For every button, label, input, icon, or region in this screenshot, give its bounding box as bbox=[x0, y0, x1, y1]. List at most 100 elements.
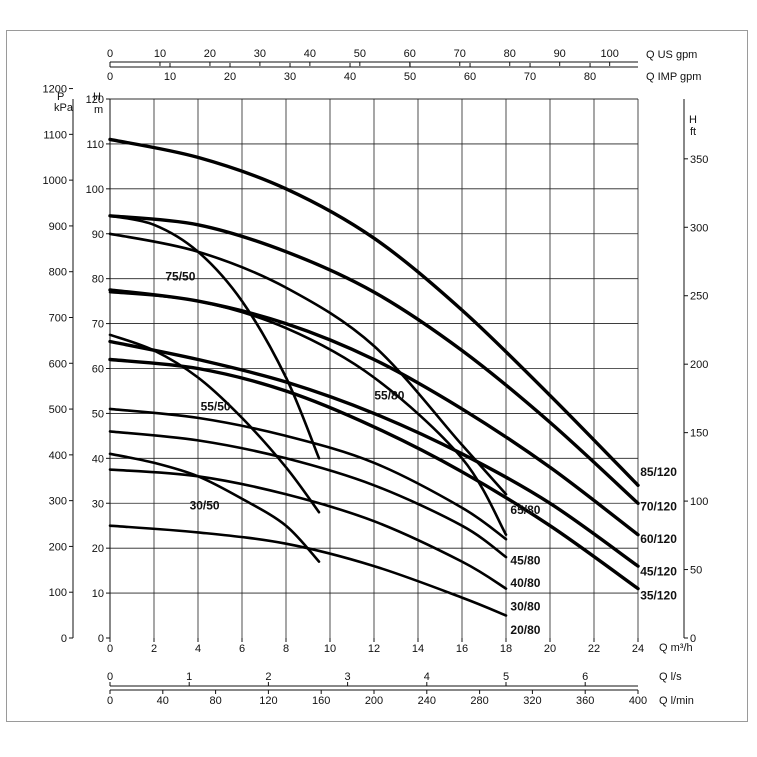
head-ft-tick-label: 250 bbox=[690, 291, 708, 303]
us_gpm-tick-label: 40 bbox=[304, 48, 316, 60]
pressure-unit-label: kPa bbox=[54, 102, 74, 114]
pressure-tick-label: 1100 bbox=[43, 129, 67, 141]
us_gpm-tick-label: 80 bbox=[504, 48, 516, 60]
head-m-tick-label: 10 bbox=[92, 588, 104, 600]
m3h-tick-label: 2 bbox=[151, 643, 157, 655]
m3h-tick-label: 24 bbox=[632, 643, 644, 655]
imp_gpm-tick-label: 50 bbox=[404, 71, 416, 83]
ls-tick-label: 1 bbox=[186, 671, 192, 683]
axes: 0102030405060708090100110120010020030040… bbox=[43, 48, 709, 707]
head-m-tick-label: 120 bbox=[86, 94, 104, 106]
head-ft-tick-label: 200 bbox=[690, 359, 708, 371]
head-m-tick-label: 100 bbox=[86, 184, 104, 196]
curve-20-80 bbox=[108, 524, 508, 617]
pressure-axis-title: P bbox=[57, 91, 64, 103]
imp_gpm-tick-label: 10 bbox=[164, 71, 176, 83]
ls-axis-title: Q l/s bbox=[659, 671, 682, 683]
m3h-tick-label: 8 bbox=[283, 643, 289, 655]
m3h-tick-label: 4 bbox=[195, 643, 201, 655]
head-m-tick-label: 30 bbox=[92, 498, 104, 510]
lmin-tick-label: 200 bbox=[365, 695, 383, 707]
m3h-tick-label: 0 bbox=[107, 643, 113, 655]
curve-label-45-120: 45/120 bbox=[640, 565, 677, 579]
head-ft-tick-label: 0 bbox=[690, 633, 696, 645]
us_gpm-tick-label: 70 bbox=[454, 48, 466, 60]
lmin-tick-label: 360 bbox=[576, 695, 594, 707]
pressure-tick-label: 1200 bbox=[43, 84, 67, 96]
pressure-tick-label: 500 bbox=[49, 404, 67, 416]
head-ft-tick-label: 300 bbox=[690, 222, 708, 234]
us_gpm-tick-label: 20 bbox=[204, 48, 216, 60]
head-m-tick-label: 60 bbox=[92, 364, 104, 376]
curve-label-55-50: 55/50 bbox=[201, 400, 231, 414]
curve-label-65-80: 65/80 bbox=[510, 503, 540, 517]
us_gpm-tick-label: 90 bbox=[554, 48, 566, 60]
curve-55-80 bbox=[108, 290, 508, 536]
us_gpm-tick-label: 100 bbox=[600, 48, 618, 60]
pressure-tick-label: 0 bbox=[61, 633, 67, 645]
head-ft-tick-label: 50 bbox=[690, 565, 702, 577]
curve-30-50 bbox=[108, 452, 321, 563]
curve-35-120 bbox=[108, 357, 640, 591]
imp_gpm-tick-label: 30 bbox=[284, 71, 296, 83]
curve-45-120 bbox=[108, 339, 640, 568]
lmin-tick-label: 400 bbox=[629, 695, 647, 707]
head-ft-tick-label: 100 bbox=[690, 496, 708, 508]
m3h-tick-label: 18 bbox=[500, 643, 512, 655]
pressure-tick-label: 400 bbox=[49, 450, 67, 462]
curve-label-40-80: 40/80 bbox=[510, 576, 540, 590]
ls-tick-label: 5 bbox=[503, 671, 509, 683]
m3h-tick-label: 22 bbox=[588, 643, 600, 655]
curve-45-80 bbox=[108, 407, 508, 541]
pressure-tick-label: 100 bbox=[49, 587, 67, 599]
head-m-tick-label: 20 bbox=[92, 543, 104, 555]
head-ft-axis-title: H bbox=[689, 114, 697, 126]
head-m-tick-label: 80 bbox=[92, 274, 104, 286]
curve-40-80 bbox=[108, 430, 508, 559]
m3h-axis-title: Q m³/h bbox=[659, 642, 693, 654]
imp_gpm-tick-label: 20 bbox=[224, 71, 236, 83]
m3h-tick-label: 6 bbox=[239, 643, 245, 655]
head-m-tick-label: 40 bbox=[92, 453, 104, 465]
head-m-tick-label: 50 bbox=[92, 408, 104, 420]
lmin-tick-label: 320 bbox=[523, 695, 541, 707]
chart-frame bbox=[6, 30, 748, 722]
pressure-tick-label: 600 bbox=[49, 358, 67, 370]
curve-label-75-50: 75/50 bbox=[165, 269, 195, 283]
pressure-tick-label: 900 bbox=[49, 221, 67, 233]
curve-70-120 bbox=[108, 214, 640, 505]
lmin-tick-label: 40 bbox=[157, 695, 169, 707]
m3h-tick-label: 12 bbox=[368, 643, 380, 655]
curve-65-80 bbox=[108, 232, 508, 496]
curve-85-120 bbox=[108, 137, 640, 487]
imp_gpm-tick-label: 0 bbox=[107, 71, 113, 83]
grid bbox=[110, 98, 639, 638]
curve-label-35-120: 35/120 bbox=[640, 588, 677, 602]
curve-label-30-80: 30/80 bbox=[510, 600, 540, 614]
us_gpm-tick-label: 10 bbox=[154, 48, 166, 60]
head-ft-tick-label: 350 bbox=[690, 154, 708, 166]
lmin-tick-label: 280 bbox=[470, 695, 488, 707]
imp_gpm-tick-label: 80 bbox=[584, 71, 596, 83]
curve-label-60-120: 60/120 bbox=[640, 532, 677, 546]
curve-label-20-80: 20/80 bbox=[510, 623, 540, 637]
lmin-tick-label: 240 bbox=[418, 695, 436, 707]
performance-curves bbox=[108, 137, 640, 617]
pressure-tick-label: 700 bbox=[49, 312, 67, 324]
lmin-tick-label: 160 bbox=[312, 695, 330, 707]
ls-tick-label: 4 bbox=[424, 671, 430, 683]
pressure-tick-label: 800 bbox=[49, 267, 67, 279]
head-m-axis-title: H bbox=[93, 91, 101, 103]
m3h-tick-label: 16 bbox=[456, 643, 468, 655]
m3h-tick-label: 10 bbox=[324, 643, 336, 655]
axis-titles: Q US gpm Q IMP gpm Q m³/h Q l/s Q l/min … bbox=[54, 49, 701, 707]
imp_gpm-tick-label: 70 bbox=[524, 71, 536, 83]
head-m-tick-label: 0 bbox=[98, 633, 104, 645]
curve-label-55-80: 55/80 bbox=[374, 388, 404, 402]
us_gpm-tick-label: 60 bbox=[404, 48, 416, 60]
curve-75-50 bbox=[108, 214, 321, 460]
lmin-axis-title: Q l/min bbox=[659, 695, 694, 707]
ls-tick-label: 3 bbox=[345, 671, 351, 683]
curve-label-70-120: 70/120 bbox=[640, 499, 677, 513]
